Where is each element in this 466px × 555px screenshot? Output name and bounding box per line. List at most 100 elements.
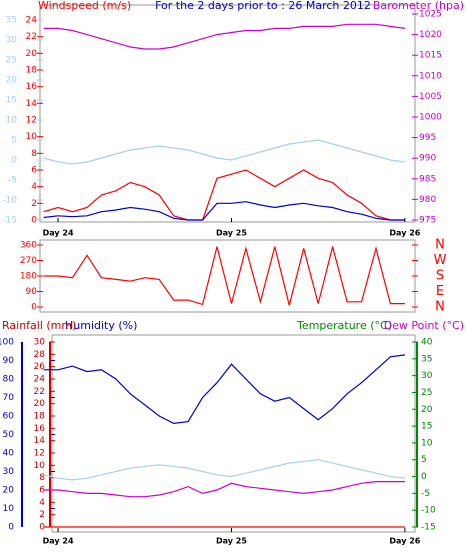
y-tick-label: 1000 xyxy=(419,113,442,123)
x-tick-label: Day 26 xyxy=(389,229,420,238)
y-tick-label: 16 xyxy=(34,424,46,434)
y-tick-label: 12 xyxy=(34,449,45,459)
y-tick-label: 18 xyxy=(34,412,46,422)
y-tick-label: 975 xyxy=(419,216,436,226)
y-tick-label: 5 xyxy=(11,136,17,146)
y-tick-label: 20 xyxy=(26,49,38,59)
y-tick-label: 0 xyxy=(31,216,37,226)
y-tick-label: 20 xyxy=(3,486,15,496)
series-line xyxy=(43,481,405,498)
y-tick-label: 80 xyxy=(3,375,15,385)
y-tick-label: 1020 xyxy=(419,30,442,40)
plot-frame xyxy=(39,4,416,223)
y-tick-label: 995 xyxy=(419,133,436,143)
y-tick-label: 50 xyxy=(3,430,15,440)
y-tick-label: 90 xyxy=(3,356,15,366)
y-tick-label: 24 xyxy=(34,375,46,385)
y-tick-label: 12 xyxy=(26,116,37,126)
y-tick-label: 100 xyxy=(0,338,14,348)
y-tick-label: 20 xyxy=(421,405,433,415)
y-tick-label: 14 xyxy=(34,436,46,446)
y-tick-label: 25 xyxy=(6,56,17,66)
y-tick-label: 8 xyxy=(31,149,37,159)
series-line xyxy=(43,23,405,50)
y-tick-label: 70 xyxy=(3,393,15,403)
axis-title: Temperature (°C) xyxy=(296,319,392,332)
series-line xyxy=(43,246,405,306)
y-tick-label: 0 xyxy=(421,472,427,482)
y-tick-label: 14 xyxy=(26,99,38,109)
series-line xyxy=(43,169,405,221)
y-tick-label: 2 xyxy=(39,510,45,520)
y-tick-label: 6 xyxy=(39,486,45,496)
axis-title: Rainfall (mm) xyxy=(2,319,76,332)
series-line xyxy=(43,354,405,425)
y-tick-label: 22 xyxy=(34,387,45,397)
y-tick-label: 40 xyxy=(421,338,433,348)
y-tick-label: 35 xyxy=(421,354,432,364)
y-tick-label: 1015 xyxy=(419,51,442,61)
y-tick-label: 35 xyxy=(6,16,17,26)
y-tick-label: 15 xyxy=(421,422,432,432)
axis-title: Barometer (hpa) xyxy=(373,0,464,12)
axis-title: Humidity (%) xyxy=(65,319,137,332)
y-tick-label: S xyxy=(436,269,444,284)
y-tick-label: W xyxy=(434,253,447,268)
y-tick-label: 20 xyxy=(6,76,18,86)
y-tick-label: 10 xyxy=(34,461,46,471)
y-tick-label: -10 xyxy=(421,506,436,516)
y-tick-label: 22 xyxy=(26,32,37,42)
y-tick-label: -5 xyxy=(8,176,17,186)
x-tick-label: Day 25 xyxy=(216,537,247,546)
y-tick-label: 270 xyxy=(20,256,37,266)
y-tick-label: 2 xyxy=(31,199,37,209)
y-tick-label: N xyxy=(435,238,445,253)
y-tick-label: 30 xyxy=(6,36,18,46)
y-tick-label: -15 xyxy=(421,523,436,533)
y-tick-label: 24 xyxy=(26,16,38,26)
axis-title: Windspeed (m/s) xyxy=(38,0,131,12)
y-tick-label: 16 xyxy=(26,82,38,92)
y-tick-label: 0 xyxy=(8,523,14,533)
y-tick-label: 0 xyxy=(11,156,17,166)
y-tick-label: 40 xyxy=(3,449,15,459)
y-tick-label: 60 xyxy=(3,412,15,422)
y-tick-label: 90 xyxy=(26,287,38,297)
y-tick-label: 1025 xyxy=(419,10,442,20)
y-tick-label: 180 xyxy=(20,272,37,282)
y-tick-label: E xyxy=(436,284,444,299)
y-tick-label: 4 xyxy=(39,498,45,508)
y-tick-label: 1005 xyxy=(419,92,442,102)
y-tick-label: 15 xyxy=(6,96,17,106)
x-tick-label: Day 24 xyxy=(43,537,74,546)
y-tick-label: 10 xyxy=(421,438,433,448)
y-tick-label: 10 xyxy=(3,504,15,514)
y-tick-label: 0 xyxy=(31,303,37,313)
y-tick-label: 990 xyxy=(419,154,436,164)
y-tick-label: 5 xyxy=(421,455,427,465)
y-tick-label: 4 xyxy=(31,182,37,192)
y-tick-label: -15 xyxy=(2,216,17,226)
x-tick-label: Day 25 xyxy=(216,229,247,238)
series-line xyxy=(43,459,405,481)
y-tick-label: 0 xyxy=(39,523,45,533)
chart-title: For the 2 days prior to : 26 March 2012 xyxy=(155,0,371,12)
y-tick-label: 30 xyxy=(3,467,15,477)
y-tick-label: 10 xyxy=(6,116,18,126)
y-tick-label: 28 xyxy=(34,350,46,360)
x-tick-label: Day 26 xyxy=(389,537,420,546)
y-tick-label: 26 xyxy=(34,362,46,372)
y-tick-label: 20 xyxy=(34,399,46,409)
y-tick-label: 10 xyxy=(26,132,38,142)
y-tick-label: 360 xyxy=(20,241,37,251)
y-tick-label: 18 xyxy=(26,66,38,76)
y-tick-label: 985 xyxy=(419,174,436,184)
y-tick-label: 6 xyxy=(31,166,37,176)
y-tick-label: 8 xyxy=(39,473,45,483)
y-tick-label: 30 xyxy=(34,338,46,348)
x-tick-label: Day 24 xyxy=(43,229,74,238)
y-tick-label: 30 xyxy=(421,371,433,381)
axis-title: Dew Point (°C) xyxy=(384,319,464,332)
series-line xyxy=(43,139,405,165)
